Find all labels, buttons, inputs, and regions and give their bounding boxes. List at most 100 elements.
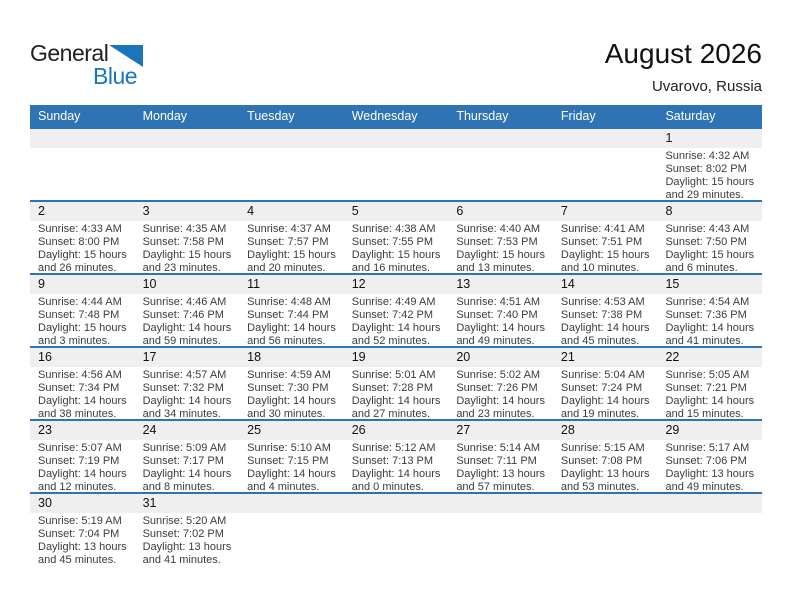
daylight-text-line2: and 6 minutes. — [665, 262, 738, 274]
daylight-text-line1: Daylight: 14 hours — [456, 322, 545, 334]
sunset-text: Sunset: 7:34 PM — [38, 382, 120, 394]
daylight-text-line2: and 41 minutes. — [665, 335, 744, 347]
empty-day-cell — [448, 494, 553, 565]
location-subtitle: Uvarovo, Russia — [651, 78, 762, 95]
day-number — [552, 494, 658, 513]
sunrise-text: Sunrise: 5:15 AM — [560, 442, 645, 454]
day-cell: 19 Sunrise: 5:01 AM Sunset: 7:28 PM Dayligh… — [343, 348, 449, 420]
sunset-text: Sunset: 7:02 PM — [142, 528, 224, 540]
page-title: August 2026 — [604, 38, 762, 69]
day-number: 14 — [552, 275, 658, 294]
sunrise-text: Sunrise: 5:14 AM — [456, 442, 541, 454]
sunset-text: Sunset: 7:15 PM — [247, 455, 329, 467]
day-cell: 1 Sunrise: 4:32 AM Sunset: 8:02 PM Daylight… — [657, 129, 763, 201]
daylight-text-line2: and 56 minutes. — [247, 335, 326, 347]
calendar-grid: 1 Sunrise: 4:32 AM Sunset: 8:02 PM Daylight… — [30, 127, 763, 566]
sunrise-text: Sunrise: 5:07 AM — [38, 442, 122, 454]
sunrise-text: Sunrise: 4:59 AM — [247, 369, 331, 381]
sunset-text: Sunset: 7:32 PM — [142, 382, 224, 394]
day-number: 3 — [134, 202, 240, 221]
day-number — [30, 129, 135, 148]
empty-day-cell — [343, 129, 449, 200]
daylight-text-line1: Daylight: 15 hours — [247, 249, 336, 261]
daylight-text-line2: and 26 minutes. — [38, 262, 117, 274]
day-details: Sunrise: 5:14 AM Sunset: 7:11 PM Daylight:… — [448, 440, 553, 494]
empty-day-cell — [239, 129, 344, 200]
sunset-text: Sunset: 7:44 PM — [247, 309, 329, 321]
logo-text-general: General — [30, 40, 109, 66]
day-number — [239, 129, 344, 148]
sunset-text: Sunset: 7:58 PM — [142, 236, 224, 248]
daylight-text-line2: and 52 minutes. — [351, 335, 431, 347]
sunrise-text: Sunrise: 4:49 AM — [351, 296, 436, 308]
daylight-text-line2: and 34 minutes. — [142, 408, 221, 420]
weekday-label: Friday — [560, 109, 596, 123]
day-details: Sunrise: 4:33 AM Sunset: 8:00 PM Daylight:… — [30, 221, 135, 275]
sunset-text: Sunset: 7:36 PM — [665, 309, 747, 321]
day-details: Sunrise: 4:56 AM Sunset: 7:34 PM Daylight:… — [30, 367, 135, 421]
daylight-text-line2: and 49 minutes. — [665, 481, 744, 493]
day-number: 7 — [552, 202, 658, 221]
daylight-text-line1: Daylight: 14 hours — [560, 322, 650, 334]
day-details: Sunrise: 5:10 AM Sunset: 7:15 PM Daylight:… — [239, 440, 344, 494]
daylight-text-line2: and 4 minutes. — [247, 481, 320, 493]
daylight-text-line2: and 41 minutes. — [142, 554, 221, 566]
day-number: 2 — [30, 202, 135, 221]
daylight-text-line2: and 8 minutes. — [142, 481, 215, 493]
sunrise-text: Sunrise: 4:38 AM — [351, 223, 436, 235]
day-cell: 28 Sunrise: 5:15 AM Sunset: 7:08 PM Dayligh… — [552, 421, 658, 493]
day-details: Sunrise: 4:48 AM Sunset: 7:44 PM Daylight:… — [239, 294, 344, 348]
sunrise-text: Sunrise: 4:40 AM — [456, 223, 541, 235]
day-cell: 16 Sunrise: 4:56 AM Sunset: 7:34 PM Dayligh… — [30, 348, 135, 421]
daylight-text-line1: Daylight: 14 hours — [247, 322, 336, 334]
day-details: Sunrise: 5:17 AM Sunset: 7:06 PM Daylight:… — [657, 440, 762, 494]
weekday-label: Monday — [142, 109, 188, 123]
daylight-text-line1: Daylight: 13 hours — [665, 468, 755, 480]
day-number — [343, 494, 449, 513]
daylight-text-line1: Daylight: 14 hours — [351, 395, 441, 407]
day-number: 20 — [448, 348, 553, 367]
day-cell: 18 Sunrise: 4:59 AM Sunset: 7:30 PM Dayligh… — [239, 348, 344, 420]
sunrise-text: Sunrise: 4:32 AM — [665, 150, 750, 162]
weekday-label: Thursday — [456, 109, 509, 123]
sunset-text: Sunset: 7:17 PM — [142, 455, 224, 467]
day-number: 18 — [239, 348, 344, 367]
sunrise-text: Sunrise: 5:04 AM — [560, 369, 645, 381]
weekday-header-row: Sunday Monday Tuesday Wednesday Thursday Frid… — [30, 105, 762, 127]
daylight-text-line1: Daylight: 15 hours — [38, 322, 127, 334]
day-cell: 30 Sunrise: 5:19 AM Sunset: 7:04 PM Dayligh… — [30, 494, 135, 566]
daylight-text-line1: Daylight: 14 hours — [142, 468, 232, 480]
day-number: 17 — [134, 348, 240, 367]
week-row: 9 Sunrise: 4:44 AM Sunset: 7:48 PM Daylight… — [30, 273, 763, 348]
daylight-text-line2: and 23 minutes. — [142, 262, 221, 274]
day-cell: 17 Sunrise: 4:57 AM Sunset: 7:32 PM Dayligh… — [134, 348, 240, 420]
day-details: Sunrise: 5:09 AM Sunset: 7:17 PM Daylight:… — [135, 440, 240, 494]
day-cell: 31 Sunrise: 5:20 AM Sunset: 7:02 PM Dayligh… — [134, 494, 240, 566]
day-number: 4 — [239, 202, 344, 221]
daylight-text-line1: Daylight: 13 hours — [142, 541, 232, 553]
day-number: 23 — [30, 421, 135, 440]
day-cell: 6 Sunrise: 4:40 AM Sunset: 7:53 PM Daylight… — [448, 202, 553, 274]
empty-day-cell — [448, 129, 553, 200]
day-number: 9 — [30, 275, 135, 294]
day-details: Sunrise: 5:04 AM Sunset: 7:24 PM Daylight:… — [553, 367, 658, 421]
day-details: Sunrise: 4:35 AM Sunset: 7:58 PM Daylight:… — [135, 221, 240, 275]
daylight-text-line1: Daylight: 14 hours — [38, 395, 127, 407]
empty-day-cell — [30, 129, 135, 200]
day-cell: 15 Sunrise: 4:54 AM Sunset: 7:36 PM Dayligh… — [657, 275, 763, 347]
sunset-text: Sunset: 7:51 PM — [560, 236, 643, 248]
sunset-text: Sunset: 7:53 PM — [456, 236, 538, 248]
week-row: 30 Sunrise: 5:19 AM Sunset: 7:04 PM Dayligh… — [30, 492, 763, 566]
sunset-text: Sunset: 7:19 PM — [38, 455, 120, 467]
daylight-text-line2: and 29 minutes. — [665, 189, 744, 201]
empty-day-cell — [552, 129, 658, 200]
day-number — [448, 129, 553, 148]
day-cell: 23 Sunrise: 5:07 AM Sunset: 7:19 PM Dayligh… — [30, 421, 135, 493]
sunrise-text: Sunrise: 5:01 AM — [351, 369, 436, 381]
daylight-text-line2: and 10 minutes. — [560, 262, 640, 274]
day-cell: 2 Sunrise: 4:33 AM Sunset: 8:00 PM Daylight… — [30, 202, 135, 275]
day-cell: 5 Sunrise: 4:38 AM Sunset: 7:55 PM Daylight… — [343, 202, 449, 274]
day-number: 28 — [552, 421, 658, 440]
day-details: Sunrise: 5:02 AM Sunset: 7:26 PM Daylight:… — [448, 367, 553, 421]
weekday-label: Sunday — [38, 109, 81, 123]
